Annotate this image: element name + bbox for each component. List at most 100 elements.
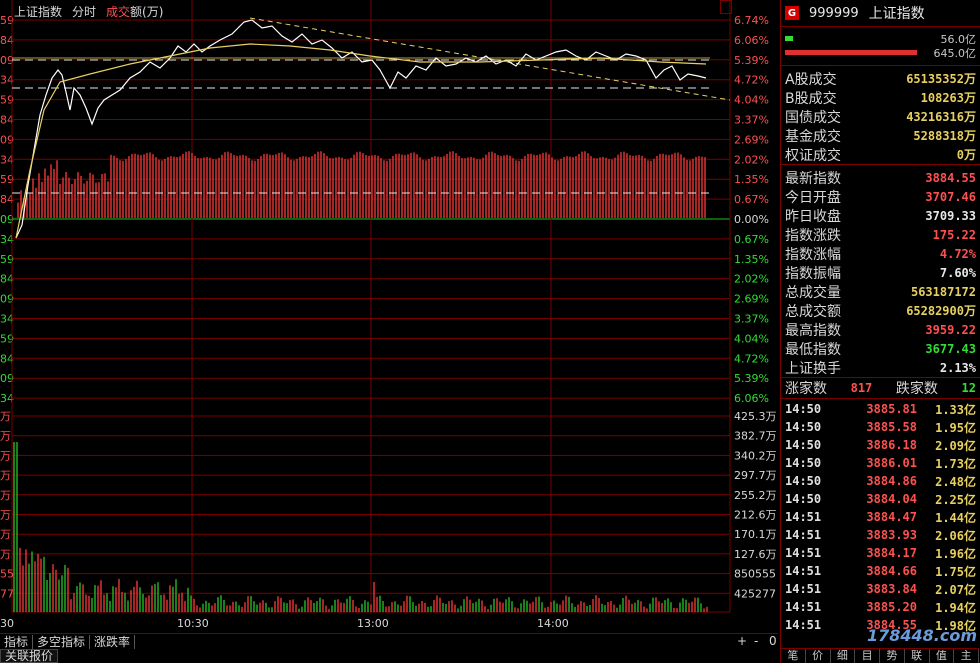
group-badge[interactable]: G <box>785 6 799 20</box>
index-stat-value: 175.22 <box>932 227 976 242</box>
tick-amount: 1.75亿 <box>935 564 976 579</box>
left-axis-label: 59 <box>0 332 14 345</box>
panel-tab[interactable]: 主 <box>954 649 979 663</box>
vol-axis-label: 340.2万 <box>734 449 777 462</box>
turnover-stat-value: 0万 <box>956 148 976 162</box>
zoom-in-button[interactable]: + <box>737 634 748 648</box>
tick-row[interactable]: 14:50 3885.58 1.95亿 <box>781 418 980 436</box>
index-stat-row: 最新指数 3884.55 <box>781 168 980 187</box>
vol-axis-label: 255.2万 <box>734 489 777 502</box>
pct-axis-label: 6.74% <box>734 14 769 27</box>
zoom-reset-button[interactable]: 0 <box>769 634 777 648</box>
left-axis-label: 59 <box>0 94 14 107</box>
panel-tab[interactable]: 目 <box>855 649 880 663</box>
tab-related-quotes[interactable]: 关联报价 <box>0 649 59 663</box>
tick-time: 14:51 <box>785 564 822 578</box>
tick-time: 14:51 <box>785 546 822 560</box>
tick-amount: 1.94亿 <box>935 600 976 615</box>
tick-row[interactable]: 14:51 3884.47 1.44亿 <box>781 508 980 526</box>
index-stat-row: 最高指数 3959.22 <box>781 320 980 339</box>
index-stat-value: 3959.22 <box>925 322 976 337</box>
left-axis-label: 84 <box>0 352 14 365</box>
index-label: 上证指数 <box>14 5 63 19</box>
tick-price: 3884.17 <box>866 546 917 560</box>
index-stat-value: 3884.55 <box>925 170 976 185</box>
vol-axis-label: 127.6万 <box>734 548 777 561</box>
left-axis-label: 84 <box>0 273 14 286</box>
tick-row[interactable]: 14:50 3884.04 2.25亿 <box>781 490 980 508</box>
turnover-stat-label: A股成交 <box>785 71 837 88</box>
avg-line <box>15 43 707 239</box>
chart-menu-icon[interactable] <box>720 0 732 14</box>
zoom-out-button[interactable]: - <box>754 634 759 648</box>
tick-row[interactable]: 14:51 3884.55 1.98亿 <box>781 616 980 634</box>
chart-canvas[interactable]: 6.74% 6.06% 5.39% 4.72% 4.04% 3.37% 2.69% 2.02%… <box>0 0 778 633</box>
panel-tab[interactable]: 值 <box>930 649 955 663</box>
pct-axis-label: 0.67% <box>734 193 769 206</box>
left-vol-label: 万 <box>0 430 11 443</box>
tick-time: 14:51 <box>785 528 822 542</box>
tick-price: 3884.86 <box>866 474 917 488</box>
panel-tab[interactable]: 联 <box>905 649 930 663</box>
tick-amount: 1.95亿 <box>935 420 976 435</box>
tick-amount: 2.48亿 <box>935 474 976 489</box>
left-vol-label: 77 <box>0 587 14 600</box>
security-code: 999999 <box>809 5 859 21</box>
tick-row[interactable]: 14:51 3885.20 1.94亿 <box>781 598 980 616</box>
tick-row[interactable]: 14:50 3885.81 1.33亿 <box>781 400 980 418</box>
index-stat-row: 昨日收盘 3709.33 <box>781 206 980 225</box>
tick-row[interactable]: 14:51 3883.84 2.07亿 <box>781 580 980 598</box>
intraday-chart[interactable]: 6.74% 6.06% 5.39% 4.72% 4.04% 3.37% 2.69% 2.02%… <box>0 0 778 663</box>
tick-time: 14:51 <box>785 510 822 524</box>
turnover-stat-row: 权证成交 0万 <box>781 145 980 164</box>
tick-time: 14:51 <box>785 600 822 614</box>
tick-row[interactable]: 14:51 3883.93 2.06亿 <box>781 526 980 544</box>
mode-label[interactable]: 分时 <box>72 5 97 19</box>
tab-bull-bear[interactable]: 多空指标 <box>33 635 91 649</box>
pct-axis-label: 5.39% <box>734 54 769 67</box>
turnover-stat-value: 5288318万 <box>913 129 976 143</box>
tick-time: 14:50 <box>785 402 822 416</box>
pct-axis-label: 0.67% <box>734 233 769 246</box>
left-axis-label: 09 <box>0 133 14 146</box>
left-axis-label: 09 <box>0 54 14 67</box>
tick-amount: 1.44亿 <box>935 510 976 525</box>
pct-axis-label: 4.72% <box>734 352 769 365</box>
tick-amount: 1.73亿 <box>935 456 976 471</box>
panel-tab[interactable]: 细 <box>831 649 856 663</box>
tick-row[interactable]: 14:50 3886.18 2.09亿 <box>781 436 980 454</box>
tick-price: 3886.01 <box>866 456 917 470</box>
quote-panel: G 999999 上证指数 56.0亿 645.0亿 A股成交 65135352万… <box>780 0 980 663</box>
turnover-stat-row: 国债成交 43216316万 <box>781 107 980 126</box>
index-stat-value: 4.72% <box>939 246 976 261</box>
left-axis-label: 09 <box>0 293 14 306</box>
left-axis-label: 09 <box>0 213 14 226</box>
tick-row[interactable]: 14:50 3886.01 1.73亿 <box>781 454 980 472</box>
tab-advance-decline[interactable]: 涨跌率 <box>90 635 136 649</box>
tick-row[interactable]: 14:51 3884.66 1.75亿 <box>781 562 980 580</box>
tab-indicator[interactable]: 指标 <box>0 635 34 649</box>
tick-amount: 2.07亿 <box>935 582 976 597</box>
index-stat-label: 指数涨幅 <box>785 246 841 263</box>
volume-compare: 56.0亿 645.0亿 <box>781 31 980 66</box>
left-vol-label: 55 <box>0 568 14 581</box>
volume-top-label: 56.0亿 <box>940 33 977 46</box>
index-stat-label: 指数振幅 <box>785 265 841 282</box>
panel-tab[interactable]: 势 <box>880 649 905 663</box>
vol-axis-label: 425.3万 <box>734 410 777 423</box>
turnover-stat-row: 基金成交 5288318万 <box>781 126 980 145</box>
tick-price: 3884.66 <box>866 564 917 578</box>
panel-tab[interactable]: 笔 <box>781 649 806 663</box>
tick-row[interactable]: 14:50 3884.86 2.48亿 <box>781 472 980 490</box>
tick-list[interactable]: 14:50 3885.81 1.33亿 14:50 3885.58 1.95亿 14:50 3… <box>781 399 980 634</box>
pct-axis-label: 6.06% <box>734 392 769 405</box>
tick-amount: 2.25亿 <box>935 492 976 507</box>
left-vol-label: 万 <box>0 449 11 462</box>
chart-header: 上证指数 分时 成交额(万) <box>14 3 163 20</box>
panel-tab[interactable]: 价 <box>806 649 831 663</box>
tick-time: 14:50 <box>785 492 822 506</box>
volume-bar-bottom <box>785 50 917 55</box>
index-stat-value: 7.60% <box>939 265 976 280</box>
tick-row[interactable]: 14:51 3884.17 1.96亿 <box>781 544 980 562</box>
left-vol-label: 万 <box>0 548 11 561</box>
